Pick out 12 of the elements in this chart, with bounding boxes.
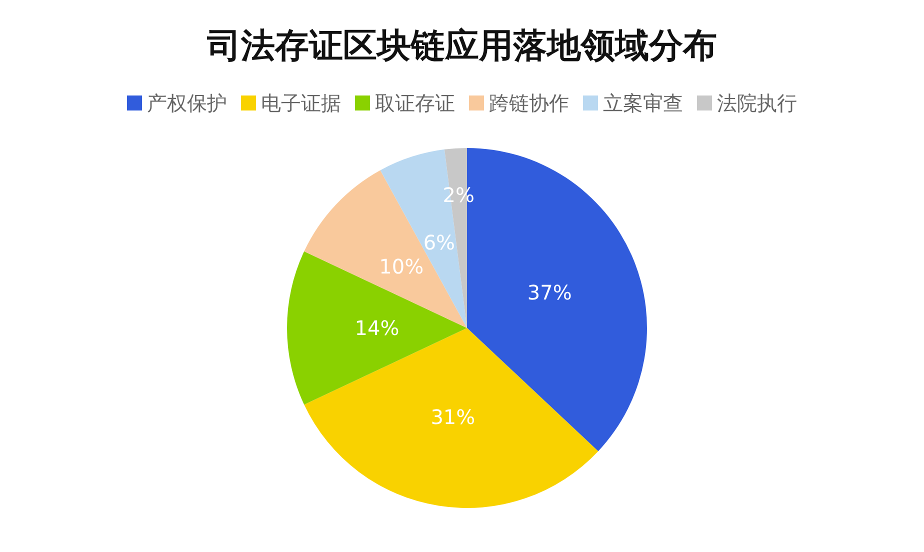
chart-title: 司法存证区块链应用落地领域分布 xyxy=(206,26,717,66)
legend-label: 立案审查 xyxy=(603,91,683,115)
data-label: 6% xyxy=(423,230,456,254)
legend-label: 法院执行 xyxy=(717,91,797,115)
legend-label: 跨链协作 xyxy=(489,91,569,115)
data-label: 14% xyxy=(354,316,400,340)
data-label: 10% xyxy=(379,254,424,278)
legend-label: 产权保护 xyxy=(147,91,227,115)
data-label: 31% xyxy=(430,404,476,429)
legend-label: 取证存证 xyxy=(375,91,455,115)
data-label: 37% xyxy=(527,280,572,304)
legend-label: 电子证据 xyxy=(261,91,341,115)
